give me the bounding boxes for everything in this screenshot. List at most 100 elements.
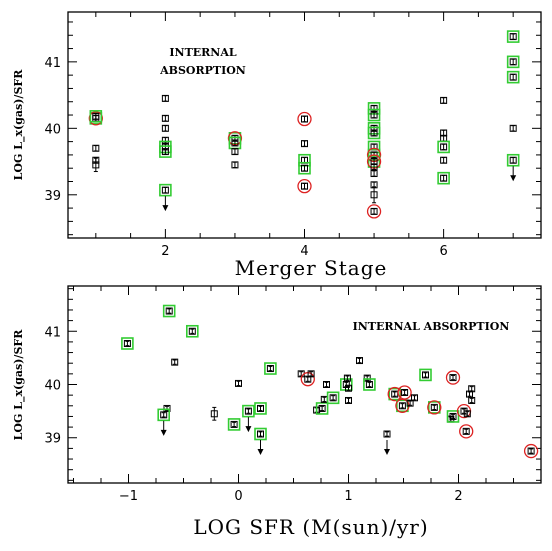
point-marker <box>430 403 438 411</box>
data-point <box>370 170 378 178</box>
axis-ticks-bottom: −1 0 1 2 39 40 41 <box>44 286 542 504</box>
y-axis-title-top: LOG L_x(gas)/SFR <box>12 69 26 181</box>
point-marker <box>509 73 517 81</box>
point-marker <box>266 365 274 373</box>
data-point <box>343 374 351 382</box>
point-marker <box>440 156 448 164</box>
green-box-marker <box>162 304 176 318</box>
upper-limit-arrowhead <box>162 205 169 212</box>
green-box-marker <box>227 418 241 431</box>
annotation-internal: INTERNAL <box>169 46 237 59</box>
point-marker <box>161 148 169 156</box>
green-box-marker <box>298 161 311 175</box>
point-marker <box>356 357 363 365</box>
point-marker <box>422 371 429 379</box>
data-point <box>320 395 328 403</box>
green-box-marker <box>254 402 267 415</box>
data-point <box>162 304 176 318</box>
x-axis-title-top: Merger Stage <box>235 256 388 280</box>
data-point <box>468 396 476 404</box>
data-point <box>210 406 218 421</box>
data-point <box>367 108 381 122</box>
x-tick-label: 2 <box>454 489 462 504</box>
data-point <box>315 402 329 415</box>
red-circle-marker <box>88 111 103 126</box>
data-point <box>367 140 381 154</box>
green-box-marker <box>446 410 460 423</box>
data-point <box>397 385 412 400</box>
data-point <box>298 153 311 167</box>
data-point <box>231 148 239 156</box>
data-point <box>92 157 100 173</box>
data-points-top <box>88 30 520 219</box>
point-marker <box>301 182 308 190</box>
green-box-marker <box>363 378 376 391</box>
data-point <box>366 204 382 219</box>
point-marker <box>123 340 131 348</box>
point-marker <box>92 161 100 169</box>
annotation-absorption: ABSORPTION <box>159 64 246 77</box>
point-marker <box>329 394 337 402</box>
green-box-marker <box>427 401 441 414</box>
point-marker <box>463 410 471 418</box>
green-box-marker <box>506 70 520 84</box>
x-tick-label: 1 <box>344 489 352 504</box>
point-marker <box>160 411 168 419</box>
data-point <box>227 418 241 431</box>
point-marker <box>449 374 457 382</box>
x-tick-label: 6 <box>439 244 447 259</box>
point-marker <box>401 388 409 396</box>
red-circle-marker <box>297 179 312 194</box>
data-point <box>161 136 169 144</box>
data-point <box>363 378 376 391</box>
data-point <box>326 391 340 405</box>
y-tick-label: 40 <box>44 122 61 137</box>
point-marker <box>257 404 264 412</box>
x-axis-title-bottom: LOG SFR (M(sun)/yr) <box>193 515 428 539</box>
data-point <box>459 424 474 439</box>
green-box-marker <box>367 108 381 122</box>
point-marker <box>307 370 315 378</box>
data-point <box>440 156 448 164</box>
axis-ticks-top: 2 4 6 39 40 41 <box>44 12 541 259</box>
data-point <box>411 394 418 402</box>
data-point <box>383 430 391 456</box>
panel-log-sfr: −1 0 1 2 39 40 41 INTERNAL ABSORPTION LOG L_x(… <box>12 285 542 539</box>
data-point <box>437 140 450 154</box>
data-point <box>440 96 448 104</box>
data-point <box>445 370 461 385</box>
data-point <box>419 368 432 382</box>
point-marker <box>370 104 378 112</box>
upper-limit-arrowhead <box>160 429 167 436</box>
point-marker <box>231 148 239 156</box>
point-marker <box>370 170 378 178</box>
point-marker <box>230 420 238 428</box>
data-point <box>506 55 520 69</box>
red-circle-marker <box>445 370 461 385</box>
green-box-marker <box>159 183 172 197</box>
data-point <box>121 337 134 350</box>
point-marker <box>370 151 378 159</box>
green-box-marker <box>89 110 103 123</box>
data-point <box>367 126 381 140</box>
green-box-marker <box>437 140 450 154</box>
data-point <box>254 427 267 456</box>
data-point <box>437 171 450 185</box>
point-marker <box>527 447 535 455</box>
point-marker <box>235 379 242 387</box>
point-marker <box>318 404 326 412</box>
red-circle-marker <box>427 400 442 415</box>
green-box-marker <box>121 337 134 350</box>
x-tick-label: 0 <box>234 489 242 504</box>
data-point <box>186 324 199 338</box>
data-point <box>254 402 267 415</box>
data-point <box>345 396 352 404</box>
point-marker <box>509 58 517 66</box>
data-point <box>370 163 378 171</box>
point-marker <box>165 307 173 315</box>
point-marker <box>411 394 418 402</box>
red-circle-marker <box>523 443 539 459</box>
point-marker <box>301 115 308 123</box>
point-marker <box>343 374 351 382</box>
